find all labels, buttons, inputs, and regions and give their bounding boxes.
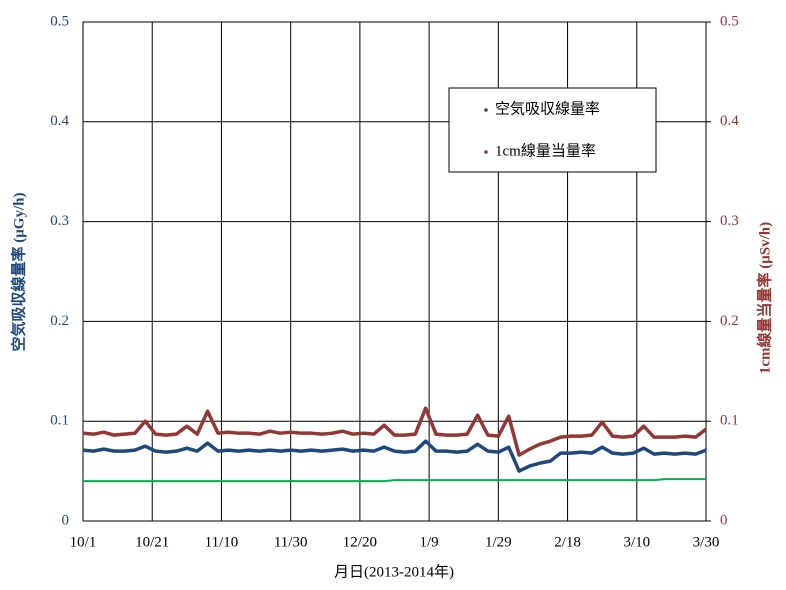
legend-label: 空気吸収線量率 bbox=[495, 100, 600, 117]
y-tick-label: 0 bbox=[62, 512, 70, 528]
x-tick-label: 11/30 bbox=[274, 534, 308, 550]
y2-tick-label: 0.3 bbox=[720, 213, 739, 229]
x-tick-label: 10/1 bbox=[70, 534, 97, 550]
y-tick-label: 0.1 bbox=[50, 413, 69, 429]
x-axis-title: 月日(2013-2014年) bbox=[334, 563, 454, 580]
y-tick-label: 0.2 bbox=[50, 313, 69, 329]
y2-axis-title: 1cm線量当量率 (μSv/h) bbox=[755, 222, 773, 374]
y2-tick-label: 0.5 bbox=[720, 13, 739, 29]
series-line bbox=[83, 478, 706, 483]
y-axis-title: 空気吸収線量率 (μGy/h) bbox=[9, 193, 27, 352]
series-line bbox=[82, 439, 707, 473]
y-tick-label: 0.3 bbox=[50, 213, 69, 229]
x-tick-label: 1/9 bbox=[420, 534, 439, 550]
x-tick-label: 2/18 bbox=[554, 534, 581, 550]
x-tick-label: 1/29 bbox=[485, 534, 512, 550]
y2-tick-label: 0.2 bbox=[720, 313, 739, 329]
legend-box bbox=[448, 87, 657, 173]
legend-marker bbox=[484, 150, 488, 154]
legend-marker bbox=[484, 108, 488, 112]
x-tick-label: 3/10 bbox=[623, 534, 650, 550]
y-tick-label: 0.4 bbox=[50, 113, 69, 129]
y-tick-label: 0.5 bbox=[50, 13, 69, 29]
y2-tick-label: 0.1 bbox=[720, 413, 739, 429]
series-line bbox=[82, 406, 708, 457]
x-tick-label: 12/20 bbox=[343, 534, 377, 550]
y2-tick-label: 0.4 bbox=[720, 113, 739, 129]
x-tick-label: 3/30 bbox=[693, 534, 720, 550]
legend-label: 1cm線量当量率 bbox=[495, 142, 596, 159]
y2-tick-label: 0 bbox=[720, 512, 728, 528]
x-tick-label: 10/21 bbox=[135, 534, 169, 550]
x-tick-label: 11/10 bbox=[205, 534, 239, 550]
